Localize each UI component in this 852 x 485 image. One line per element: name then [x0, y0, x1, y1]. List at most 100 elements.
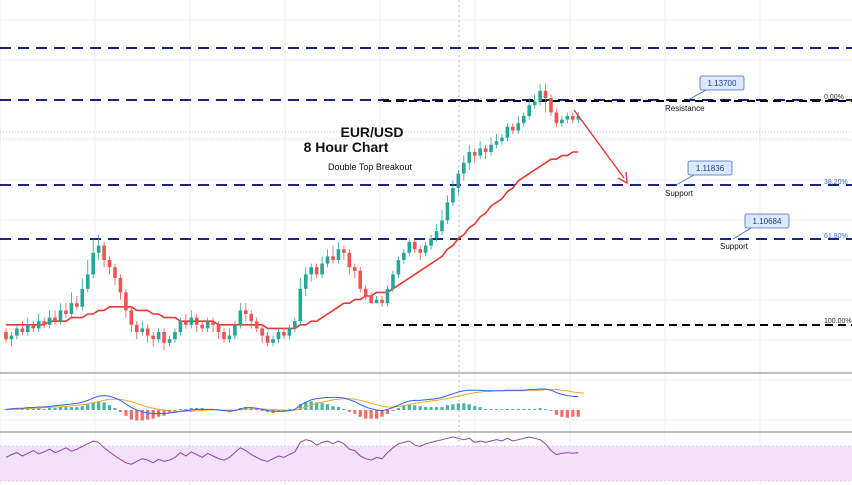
candle-body [527, 105, 531, 116]
level-labels: Resistance 0.00% Support 38.20% Support 61.80… [665, 94, 852, 325]
candle-body [216, 324, 221, 332]
candle-body [282, 332, 286, 336]
candle-body [434, 231, 439, 239]
candle-body [287, 328, 292, 336]
candle-body [178, 321, 183, 332]
callout-pointer [732, 227, 752, 240]
candle-body [451, 188, 455, 203]
candle-body [145, 328, 150, 336]
candle-body [391, 274, 395, 289]
candle-body [440, 220, 444, 232]
candle-body [96, 245, 101, 253]
candle-body [429, 238, 433, 246]
candle-body [156, 332, 161, 340]
candle-body [189, 317, 194, 325]
candle-body [227, 335, 232, 340]
macd-signal-line [5, 389, 584, 413]
macd-histogram-bar [549, 410, 553, 411]
candle-body [494, 141, 499, 145]
macd-histogram-bar [369, 410, 373, 419]
macd-histogram-bar [107, 405, 112, 410]
candle-body [162, 332, 166, 343]
macd-histogram-bar [244, 407, 248, 410]
macd-histogram-bar [353, 410, 357, 414]
candle-body [173, 332, 177, 340]
moving-average [6, 151, 579, 330]
support-resistance-levels [0, 47, 852, 326]
macd-histogram-bar [178, 409, 182, 410]
macd-histogram-bar [189, 408, 193, 410]
candle-body [571, 116, 575, 120]
breakout-arrow [573, 109, 628, 185]
candle-body [75, 303, 79, 307]
macd-histogram-bar [358, 410, 362, 417]
candle-body [336, 249, 341, 260]
candle-body [53, 317, 57, 322]
candle-body [260, 328, 264, 336]
macd-histogram-bar [527, 409, 531, 410]
macd-histogram-bar [31, 409, 35, 410]
candle-body [107, 260, 112, 268]
macd-histogram-bar [20, 409, 24, 410]
candle-body [565, 116, 570, 120]
candle-body [233, 324, 237, 336]
macd-histogram-bar [118, 410, 123, 412]
price-callout [687, 160, 733, 176]
candle-body [554, 112, 559, 124]
candle-body [135, 324, 139, 332]
macd-histogram-bar [462, 403, 466, 410]
candle-body [64, 310, 68, 314]
macd-histogram-bar [429, 407, 433, 410]
candle-body [249, 314, 254, 322]
candle-body [483, 148, 488, 152]
candle-body [167, 339, 172, 343]
candle-body [69, 303, 74, 314]
macd-histogram-bar [560, 410, 564, 417]
candlesticks [4, 83, 581, 350]
candle-body [31, 324, 36, 329]
macd-histogram-bar [325, 404, 330, 410]
candle-body [238, 310, 243, 325]
candle-body [347, 252, 352, 268]
macd-histogram-bar [543, 409, 548, 410]
candle-body [478, 148, 482, 156]
candle-body [500, 137, 504, 142]
level-label: Support [665, 189, 694, 198]
candle-body [505, 126, 510, 138]
rsi-band [0, 446, 852, 481]
macd-line [5, 388, 579, 415]
callout-pointer [675, 174, 695, 186]
macd-panel [4, 388, 584, 421]
macd-histogram-bar [86, 404, 90, 410]
candle-body [423, 245, 428, 253]
chart-subtitle: 8 Hour Chart [304, 139, 389, 155]
candle-body [118, 278, 123, 293]
macd-histogram-bar [69, 407, 73, 410]
candle-body [26, 324, 30, 332]
macd-histogram-bar [424, 407, 428, 410]
candle-body [15, 328, 19, 336]
macd-histogram-bar [554, 410, 559, 415]
macd-histogram-bar [538, 408, 542, 410]
macd-histogram-bar [91, 402, 95, 410]
candle-body [538, 90, 542, 102]
candle-body [576, 116, 581, 120]
candle-body [511, 126, 515, 131]
candle-body [113, 267, 117, 278]
macd-histogram-bar [467, 404, 471, 410]
candle-body [396, 260, 401, 275]
candle-body [462, 162, 466, 174]
fib-level-label: 100.00% [824, 318, 852, 325]
macd-histogram-bar [489, 409, 493, 410]
macd-histogram-bar [451, 404, 455, 410]
macd-histogram-bar [146, 410, 150, 420]
candle-body [532, 101, 537, 106]
macd-histogram-bar [162, 410, 166, 416]
chart-annotation: Double Top Breakout [328, 162, 412, 172]
macd-histogram-bar [364, 410, 368, 419]
arrow-shaft [573, 109, 625, 179]
candle-body [358, 270, 363, 289]
candle-body [353, 267, 357, 271]
macd-histogram-bar [407, 404, 411, 410]
